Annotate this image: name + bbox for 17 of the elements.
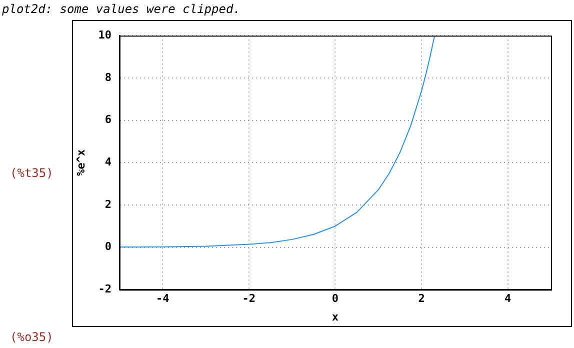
y-tick-label: 8 [104, 70, 112, 84]
x-tick-label: 0 [332, 292, 339, 306]
x-tick-label: -2 [242, 292, 256, 306]
y-tick-label: 6 [104, 113, 112, 126]
y-tick-label: -2 [98, 282, 112, 296]
text: plot2d: some values were clipped. [2, 2, 240, 16]
x-tick-label: 2 [418, 292, 425, 306]
y-tick-label: 4 [104, 155, 112, 168]
y-tick-label: 2 [104, 198, 112, 211]
x-tick-label: -4 [156, 292, 170, 306]
y-tick-label: 10 [98, 28, 112, 42]
x-tick-label: 4 [504, 292, 512, 306]
text: (%o35) [10, 330, 54, 344]
y-axis-title: %e^x [74, 148, 88, 176]
text: (%t35) [10, 166, 54, 180]
y-tick-label: 0 [104, 240, 112, 254]
x-axis-title: x [332, 310, 339, 324]
